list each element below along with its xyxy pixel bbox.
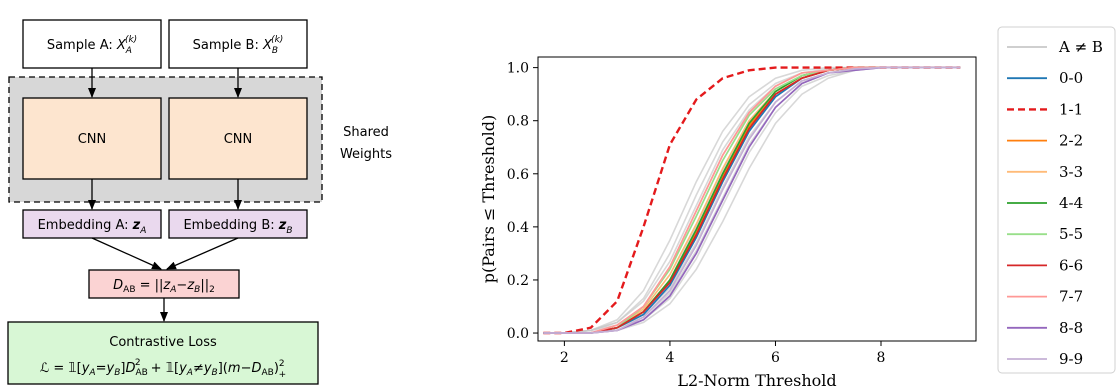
sample-a-label: Sample A: XA(k) (47, 35, 137, 56)
legend-label: 8-8 (1059, 319, 1083, 337)
legend-label: 7-7 (1059, 288, 1083, 306)
series-group (543, 66, 961, 335)
cnn-a-box (22, 97, 162, 180)
embedding-b-box (168, 209, 308, 239)
x-tick-label: 8 (877, 350, 886, 366)
y-tick-label: 0.0 (507, 326, 529, 342)
sample-a-box (22, 19, 162, 69)
loss-title: Contrastive Loss (109, 335, 217, 350)
y-axis-label: p(Pairs ≤ Threshold) (479, 115, 498, 283)
plot-frame (537, 56, 977, 342)
y-tick-label: 0.8 (507, 114, 529, 130)
legend-label: 6-6 (1059, 256, 1083, 274)
legend-label: 0-0 (1059, 69, 1083, 87)
shared-weights-label-2: Weights (340, 147, 392, 162)
architecture-diagram: Shared Weights Sample A: XA(k) Sample B:… (7, 19, 392, 385)
embedding-a-box (22, 209, 162, 239)
y-tick-label: 0.2 (507, 273, 529, 289)
series-line-9-9 (543, 66, 961, 334)
x-tick-label: 6 (771, 350, 780, 366)
loss-box (7, 321, 319, 385)
legend-label: 3-3 (1059, 163, 1083, 181)
cnn-b-label: CNN (224, 132, 253, 147)
y-tick-label: 1.0 (507, 61, 529, 77)
arrow-embedding-a-to-distance (91, 237, 162, 270)
embedding-b-label: Embedding B: zB (183, 218, 292, 236)
cnn-a-label: CNN (78, 132, 107, 147)
y-tick-label: 0.4 (507, 220, 529, 236)
x-axis-ticks: 2 4 6 8 (560, 341, 886, 366)
legend-label: 5-5 (1059, 225, 1083, 243)
distance-label: DAB = ||zA−zB||2 (113, 278, 215, 295)
shared-weights-label: Shared (343, 125, 389, 140)
legend: A ≠ B 0-0 1-1 2-2 3-3 4-4 5-5 6-6 7-7 8-8 9-9 (1007, 38, 1103, 368)
sample-b-label: Sample B: XB(k) (193, 35, 284, 56)
series-line-1-1 (543, 66, 961, 335)
x-tick-label: 2 (560, 350, 569, 366)
legend-label: 1-1 (1059, 100, 1083, 118)
x-axis-label: L2-Norm Threshold (677, 371, 836, 390)
cnn-b-box (168, 97, 308, 180)
legend-label: 9-9 (1059, 350, 1083, 368)
embedding-a-label: Embedding A: zA (38, 218, 147, 236)
series-line-7-7 (543, 66, 961, 334)
y-tick-label: 0.6 (507, 167, 529, 183)
legend-label: 2-2 (1059, 132, 1083, 150)
legend-frame (997, 26, 1116, 374)
legend-label: A ≠ B (1058, 38, 1103, 56)
y-axis-ticks: 0.0 0.2 0.4 0.6 0.8 1.0 (507, 61, 538, 342)
legend-label: 4-4 (1059, 194, 1083, 212)
x-tick-label: 4 (665, 350, 674, 366)
loss-formula: ℒ = 𝟙[yA=yB]DAB2 + 𝟙[yA≠yB](m−DAB)2 + (40, 358, 286, 380)
cdf-chart: 2 4 6 8 0.0 0.2 0.4 0.6 0.8 1.0 L2-Norm Threshol… (479, 26, 1116, 390)
arrow-embedding-b-to-distance (166, 237, 239, 270)
